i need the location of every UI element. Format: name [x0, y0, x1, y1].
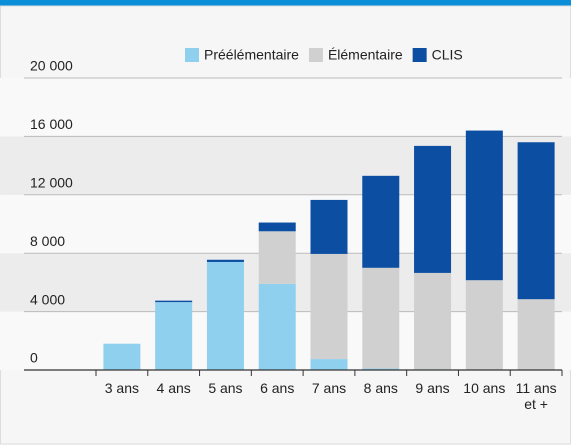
legend-label: Préélémentaire — [204, 47, 299, 63]
legend-swatch — [412, 48, 427, 62]
y-tick-label: 4 000 — [30, 291, 65, 307]
legend-label: Élémentaire — [328, 47, 403, 63]
x-tick-label: 10 ans — [463, 380, 506, 396]
bar-segment — [258, 222, 296, 232]
bar-segment — [155, 300, 193, 303]
bar-segment — [362, 267, 400, 369]
bar-segment — [206, 261, 244, 370]
y-tick-label: 20 000 — [30, 58, 73, 74]
bar-segment — [465, 130, 503, 281]
bar-segment — [414, 272, 452, 370]
legend-swatch — [185, 48, 199, 62]
bar-segment — [206, 259, 244, 262]
grid-band — [0, 78, 571, 137]
x-tick-label: 6 ans — [260, 380, 295, 396]
x-tick-label: 7 ans — [311, 380, 347, 396]
bar-segment — [310, 253, 348, 360]
y-tick-label: 16 000 — [30, 116, 73, 132]
bar-segment — [258, 231, 296, 284]
x-tick-label: 3 ans — [104, 380, 139, 396]
x-tick-label: 4 ans — [156, 380, 191, 396]
legend-label: CLIS — [432, 47, 463, 63]
bar-segment — [362, 175, 400, 268]
y-tick-label: 0 — [30, 350, 38, 366]
x-tick-label: 8 ans — [363, 380, 398, 396]
bar-segment — [310, 359, 348, 370]
bar-segment — [258, 283, 296, 370]
x-tick-label: 11 ans et + — [515, 380, 557, 412]
bar-segment — [310, 199, 348, 254]
x-tick-label: 5 ans — [208, 380, 243, 396]
x-tick-label: 9 ans — [415, 380, 450, 396]
bar-segment — [517, 299, 555, 370]
bar-segment — [465, 280, 503, 370]
bar-segment — [362, 368, 400, 370]
bar-segment — [155, 302, 193, 370]
y-tick-label: 12 000 — [30, 175, 73, 191]
bar-segment — [103, 343, 141, 370]
legend-swatch — [308, 48, 323, 62]
bar-segment — [414, 145, 452, 273]
y-tick-label: 8 000 — [30, 233, 65, 249]
top-strip — [0, 0, 571, 6]
bar-segment — [517, 142, 555, 300]
